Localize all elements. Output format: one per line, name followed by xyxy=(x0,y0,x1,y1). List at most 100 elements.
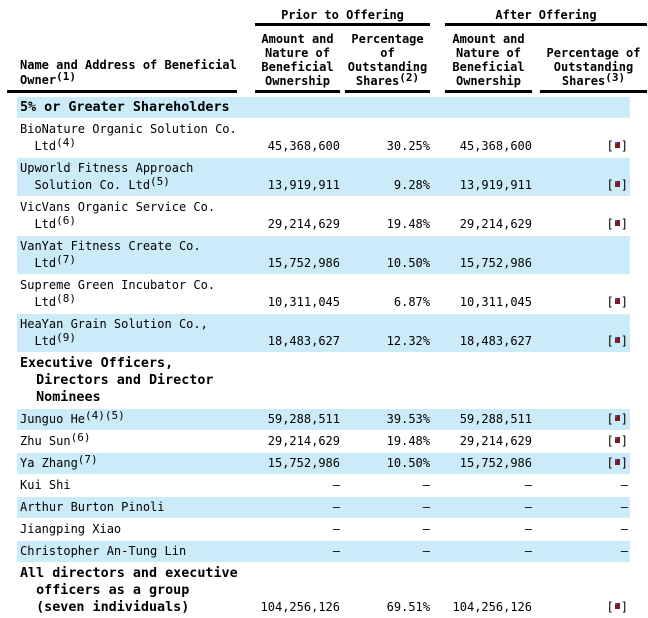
name-column-header: Name and Address of Beneficial Owner(1) xyxy=(7,58,237,93)
after-percentage-cell: [] xyxy=(606,600,628,614)
after-amount-cell: 29,214,629 xyxy=(459,434,532,448)
owner-name-line: Jiangping Xiao xyxy=(20,522,122,536)
after-percentage-cell: — xyxy=(620,500,628,514)
header-line: Outstanding xyxy=(553,60,634,74)
shareholder-row: Upworld Fitness Approach Solution Co. Lt… xyxy=(7,158,648,196)
after-amount-cell: — xyxy=(524,522,532,536)
owner-name-line: HeaYan Grain Solution Co., xyxy=(20,317,208,331)
owner-name-line: officers as a group xyxy=(20,583,190,598)
prior-percentage-cell: — xyxy=(422,478,430,492)
placeholder-bullet-icon xyxy=(614,220,620,226)
shareholder-row: VicVans Organic Service Co. Ltd(6) 29,214… xyxy=(7,197,648,235)
after-amount-cell: — xyxy=(524,500,532,514)
owner-name-line: Ltd(7) xyxy=(20,253,76,270)
owner-name-cell: Jiangping Xiao xyxy=(7,521,237,538)
owner-name-line: Ltd(8) xyxy=(20,292,76,309)
after-amount-cell: 13,919,911 xyxy=(459,178,532,192)
prior-percentage-column-header: Percentage of Outstanding Shares(2) xyxy=(345,32,430,93)
beneficial-ownership-table: Prior to Offering After Offering Name an… xyxy=(7,0,648,618)
owner-name-cell: VanYat Fitness Create Co. Ltd(7) xyxy=(7,238,237,272)
after-percentage-cell: [] xyxy=(606,412,628,426)
footnote-superscript: (6) xyxy=(56,214,76,227)
after-amount-cell: — xyxy=(524,544,532,558)
prior-amount-cell: — xyxy=(332,478,340,492)
owner-name-line: Kui Shi xyxy=(20,478,71,492)
after-amount-column-header: Amount and Nature of Beneficial Ownership xyxy=(445,32,532,93)
prior-amount-cell: 104,256,126 xyxy=(260,600,340,614)
prior-amount-cell: — xyxy=(332,522,340,536)
header-line: of xyxy=(380,46,395,60)
owner-name-cell: HeaYan Grain Solution Co., Ltd(9) xyxy=(7,316,237,350)
placeholder-bullet-icon xyxy=(614,298,620,304)
section-header-row: Executive Officers, Directors and Direct… xyxy=(7,353,648,408)
placeholder-bullet-icon xyxy=(614,142,620,148)
owner-name-line: Supreme Green Incubator Co. xyxy=(20,278,216,292)
column-header-row: Name and Address of Beneficial Owner(1) Am… xyxy=(7,32,648,93)
header-line: Percentage of xyxy=(546,46,641,60)
prior-percentage-cell: 30.25% xyxy=(386,139,430,153)
owner-name-line: Ltd(6) xyxy=(20,214,76,231)
after-percentage-cell: [] xyxy=(606,334,628,348)
prior-amount-cell: 45,368,600 xyxy=(267,139,340,153)
prior-amount-cell: 59,288,511 xyxy=(267,412,340,426)
prior-percentage-cell: 39.53% xyxy=(386,412,430,426)
header-line: Nature of xyxy=(455,46,522,60)
footnote-superscript: (5) xyxy=(150,175,170,188)
header-line: Outstanding xyxy=(347,60,428,74)
after-amount-cell: 15,752,986 xyxy=(459,256,532,270)
table-body: 5% or Greater Shareholders BioNature Orga… xyxy=(7,97,648,618)
footnote-superscript: (8) xyxy=(56,292,76,305)
shareholder-row: BioNature Organic Solution Co. Ltd(4) 45,… xyxy=(7,119,648,157)
owner-name-line: Arthur Burton Pinoli xyxy=(20,500,165,514)
after-percentage-column-header: Percentage of Outstanding Shares(3) xyxy=(540,46,647,93)
shareholder-row: All directors and executive officers as … xyxy=(7,563,648,618)
prior-percentage-cell: 19.48% xyxy=(386,217,430,231)
owner-name-line: Ltd(9) xyxy=(20,331,76,348)
after-amount-cell: 104,256,126 xyxy=(452,600,532,614)
owner-name-cell: VicVans Organic Service Co. Ltd(6) xyxy=(7,199,237,233)
header-line: Ownership xyxy=(455,74,522,88)
owner-name-line: Directors and Director xyxy=(20,373,214,388)
header-line: Amount and xyxy=(261,32,334,46)
header-line: Owner(1) xyxy=(20,70,76,87)
owner-name-cell: All directors and executive officers as … xyxy=(7,565,238,616)
after-amount-cell: 29,214,629 xyxy=(459,217,532,231)
shareholder-row: Arthur Burton Pinoli — — — — xyxy=(7,497,648,518)
owner-name-cell: Junguo He(4)(5) xyxy=(7,410,237,428)
placeholder-bullet-icon xyxy=(614,181,620,187)
prior-amount-cell: 13,919,911 xyxy=(267,178,340,192)
after-percentage-cell: [] xyxy=(606,217,628,231)
prior-percentage-cell: 12.32% xyxy=(386,334,430,348)
owner-name-line: Upworld Fitness Approach xyxy=(20,161,194,175)
after-amount-cell: 15,752,986 xyxy=(459,456,532,470)
shareholder-row: Zhu Sun(6) 29,214,629 19.48% 29,214,629 [] xyxy=(7,431,648,452)
owner-name-line: VicVans Organic Service Co. xyxy=(20,200,216,214)
header-line: Amount and xyxy=(452,32,525,46)
offering-group-header-row: Prior to Offering After Offering xyxy=(7,8,648,26)
after-amount-cell: 45,368,600 xyxy=(459,139,532,153)
owner-name-line: Nominees xyxy=(20,390,101,405)
shareholder-row: Christopher An-Tung Lin — — — — xyxy=(7,541,648,562)
prior-amount-cell: 18,483,627 xyxy=(267,334,340,348)
footnote-superscript: (2) xyxy=(399,71,420,84)
prior-percentage-cell: 6.87% xyxy=(393,295,430,309)
prior-percentage-cell: 69.51% xyxy=(386,600,430,614)
owner-name-line: Executive Officers, xyxy=(20,356,174,371)
owner-name-line: Solution Co. Ltd(5) xyxy=(20,175,170,192)
owner-name-line: (seven individuals) xyxy=(20,600,190,615)
prior-to-offering-group-header: Prior to Offering xyxy=(255,8,430,26)
prior-amount-cell: — xyxy=(332,500,340,514)
prior-percentage-cell: 9.28% xyxy=(393,178,430,192)
prior-percentage-cell: — xyxy=(422,522,430,536)
header-line: Beneficial xyxy=(452,60,525,74)
header-line: Beneficial xyxy=(261,60,334,74)
after-percentage-cell: [] xyxy=(606,456,628,470)
owner-name-line: Christopher An-Tung Lin xyxy=(20,544,187,558)
prior-percentage-cell: — xyxy=(422,544,430,558)
header-line: Shares(3) xyxy=(561,71,626,88)
placeholder-bullet-icon xyxy=(614,337,620,343)
placeholder-bullet-icon xyxy=(614,437,620,443)
header-line: Percentage xyxy=(351,32,424,46)
prior-amount-column-header: Amount and Nature of Beneficial Ownership xyxy=(255,32,340,93)
prior-amount-cell: 29,214,629 xyxy=(267,434,340,448)
